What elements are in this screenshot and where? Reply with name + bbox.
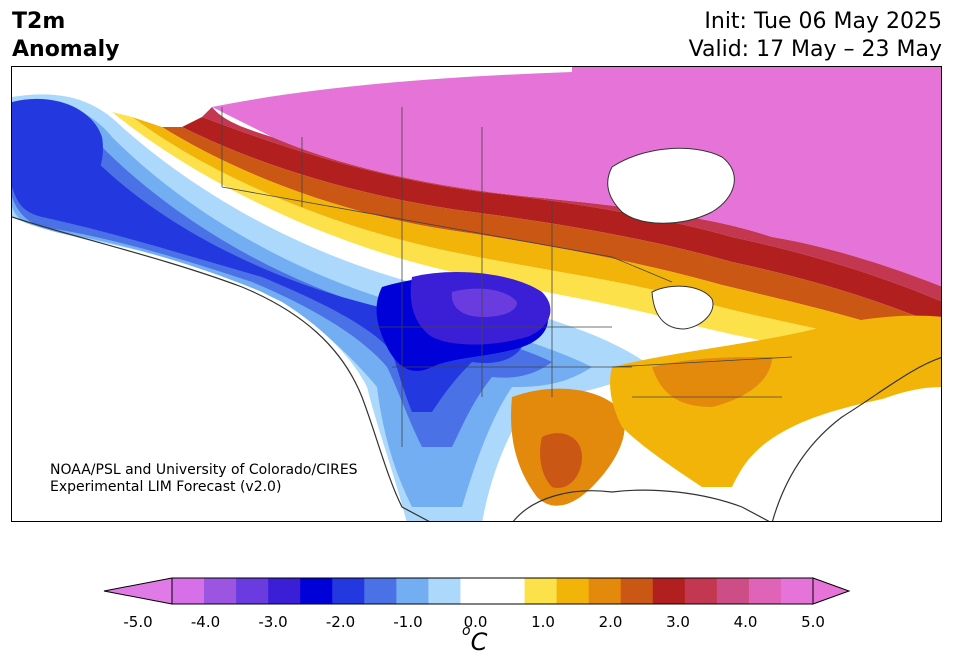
anomaly-alaska-core (12, 98, 103, 208)
credit-line-2: Experimental LIM Forecast (v2.0) (50, 479, 282, 495)
credit-text: NOAA/PSL and University of Colorado/CIRE… (50, 462, 358, 496)
colorbar-cell (556, 578, 590, 604)
great-lakes (651, 285, 714, 330)
colorbar-cell (492, 578, 526, 604)
colorbar-cell (620, 578, 654, 604)
anomaly-east-region (610, 315, 941, 487)
colorbar-tick-label: 2.0 (598, 613, 623, 631)
colorbar-tick-label: -1.0 (393, 613, 423, 631)
title-block: T2m Anomaly (12, 8, 119, 64)
colorbar-tick-label: 3.0 (666, 613, 690, 631)
colorbar-cell (748, 578, 782, 604)
colorbar-over-arrow (812, 577, 851, 605)
valid-range: Valid: 17 May – 23 May (688, 37, 942, 62)
colorbar-cell (236, 578, 269, 604)
political-borders (221, 107, 793, 447)
colorbar-tick-label: -3.0 (258, 613, 288, 631)
anomaly-band-5c (212, 67, 941, 287)
anomaly-band-1c (132, 117, 941, 362)
colorbar-cells (172, 578, 814, 604)
unit-degree: o (462, 623, 471, 639)
gulf-of-mexico (573, 490, 769, 521)
colorbar-cell (524, 578, 558, 604)
pacific-ocean (12, 217, 407, 521)
hudson-bay (607, 147, 735, 224)
anomaly-band-2c (162, 127, 941, 347)
variable-title: T2m (12, 9, 66, 34)
init-date: Init: Tue 06 May 2025 (704, 9, 942, 34)
colorbar-cell (364, 578, 397, 604)
colorbar-cell (332, 578, 365, 604)
colorbar-tick-label: -4.0 (190, 613, 221, 631)
colorbar-cell (716, 578, 750, 604)
colorbar-tick-label: 4.0 (733, 613, 758, 631)
anomaly-band-05c (112, 112, 941, 382)
colorbar-cell (780, 578, 814, 604)
product-title: Anomaly (12, 37, 120, 62)
colorbar-tick-label: 5.0 (801, 613, 825, 631)
colorbar-tick-label: 0.0 (463, 613, 488, 631)
colorbar-cell (268, 578, 301, 604)
colorbar-tick-label: -2.0 (325, 613, 356, 631)
anomaly-band-neg7c (451, 288, 517, 317)
anomaly-band-3c (182, 117, 941, 327)
colorbar-tick-label: -5.0 (123, 613, 153, 631)
colorbar-cell (300, 578, 333, 604)
colorbar-frame (171, 577, 814, 605)
colorbar (103, 577, 851, 605)
colorbar-cell (172, 578, 205, 604)
anomaly-texas-core (540, 433, 582, 488)
colorbar-unit: oC (462, 623, 488, 656)
colorbar-cell (428, 578, 461, 604)
colorbar-cell (460, 578, 493, 604)
colorbar-cell (396, 578, 429, 604)
colorbar-cell (684, 578, 718, 604)
us-canada-border (221, 186, 673, 283)
credit-line-1: NOAA/PSL and University of Colorado/CIRE… (50, 462, 358, 478)
colorbar-under-arrow (103, 577, 173, 605)
state-line-6 (611, 356, 793, 368)
colorbar-cell (204, 578, 237, 604)
unit-letter: C (470, 628, 488, 656)
anomaly-east-inner (652, 357, 772, 407)
date-block: Init: Tue 06 May 2025 Valid: 17 May – 23… (689, 8, 942, 64)
colorbar-tick-label: 1.0 (531, 613, 555, 631)
colorbar-cell (652, 578, 686, 604)
anomaly-map: NOAA/PSL and University of Colorado/CIRE… (11, 66, 942, 522)
map-canvas (12, 67, 941, 521)
coastline (12, 216, 941, 521)
atlantic-ocean (772, 387, 941, 521)
colorbar-cell (588, 578, 622, 604)
colorbar-ticks: -5.0 -4.0 -3.0 -2.0 -1.0 0.0 1.0 2.0 3.0 4.0 5.0 (0, 613, 954, 633)
